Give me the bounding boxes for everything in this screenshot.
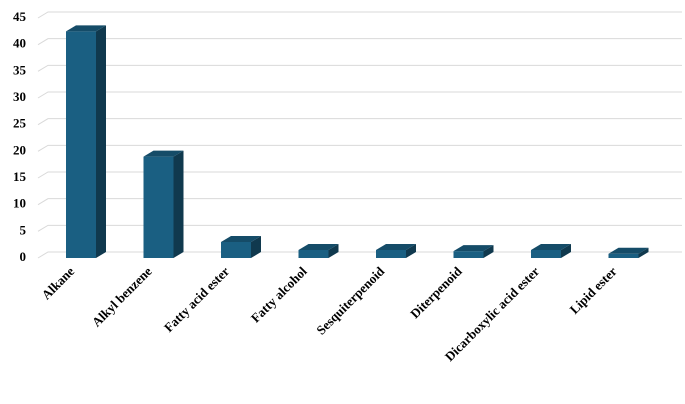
y-tick-label: 0 [20, 249, 27, 264]
grid-line [37, 11, 682, 19]
x-tick-label: Alkyl benzene [89, 263, 155, 329]
bar [376, 244, 416, 258]
grid-line [37, 38, 682, 46]
grid-line [37, 171, 682, 179]
bar [66, 25, 106, 259]
bar [143, 150, 184, 258]
y-tick-label: 40 [13, 36, 26, 51]
bar-face [221, 236, 261, 242]
bar-face [608, 253, 639, 258]
y-tick-label: 30 [13, 89, 26, 104]
x-tick-label: Fatty acid ester [161, 263, 233, 335]
bar-face [143, 156, 174, 258]
bar [608, 247, 649, 258]
y-tick-label: 35 [13, 62, 27, 77]
bar-face [66, 31, 96, 259]
bar-face [531, 244, 571, 250]
bar-face [251, 236, 261, 258]
x-tick-label: Alkane [39, 263, 78, 302]
bar-face [406, 244, 416, 258]
bar-face [221, 242, 251, 258]
bar-face [453, 245, 494, 252]
y-tick-label: 5 [20, 222, 27, 237]
x-tick-label: Sesquiterpenoid [313, 263, 387, 337]
bar-face [376, 244, 416, 250]
grid-line [37, 118, 682, 126]
y-tick-label: 10 [13, 196, 26, 211]
y-tick-label: 20 [13, 142, 26, 157]
bar-face [96, 25, 106, 259]
grid-line [37, 64, 682, 72]
bar-face [376, 250, 406, 258]
grid-line [37, 91, 682, 99]
bar-face [561, 244, 571, 258]
bar-face [66, 25, 106, 32]
grid-line [37, 224, 682, 232]
grid-line [37, 144, 682, 152]
bar [531, 244, 571, 258]
x-tick-label: Diterpenoid [407, 263, 465, 321]
bar-face [483, 245, 494, 258]
bar-face [531, 250, 561, 258]
bar-face [173, 150, 184, 258]
bar-face [328, 244, 339, 258]
bar-face [143, 150, 184, 157]
y-tick-label: 45 [13, 9, 27, 24]
bar-face [453, 251, 484, 258]
bar-face [298, 244, 339, 250]
bar [221, 236, 261, 258]
bar-face [608, 247, 649, 254]
bar [453, 245, 494, 258]
x-tick-label: Fatty alcohol [248, 263, 310, 325]
y-tick-label: 15 [13, 169, 27, 184]
grid-line [37, 198, 682, 206]
y-tick-label: 25 [13, 116, 27, 131]
bar-face [298, 250, 329, 258]
x-tick-label: Lipid ester [566, 263, 619, 316]
bar [298, 244, 339, 258]
grid-line [37, 251, 682, 259]
bar-face [638, 247, 649, 258]
